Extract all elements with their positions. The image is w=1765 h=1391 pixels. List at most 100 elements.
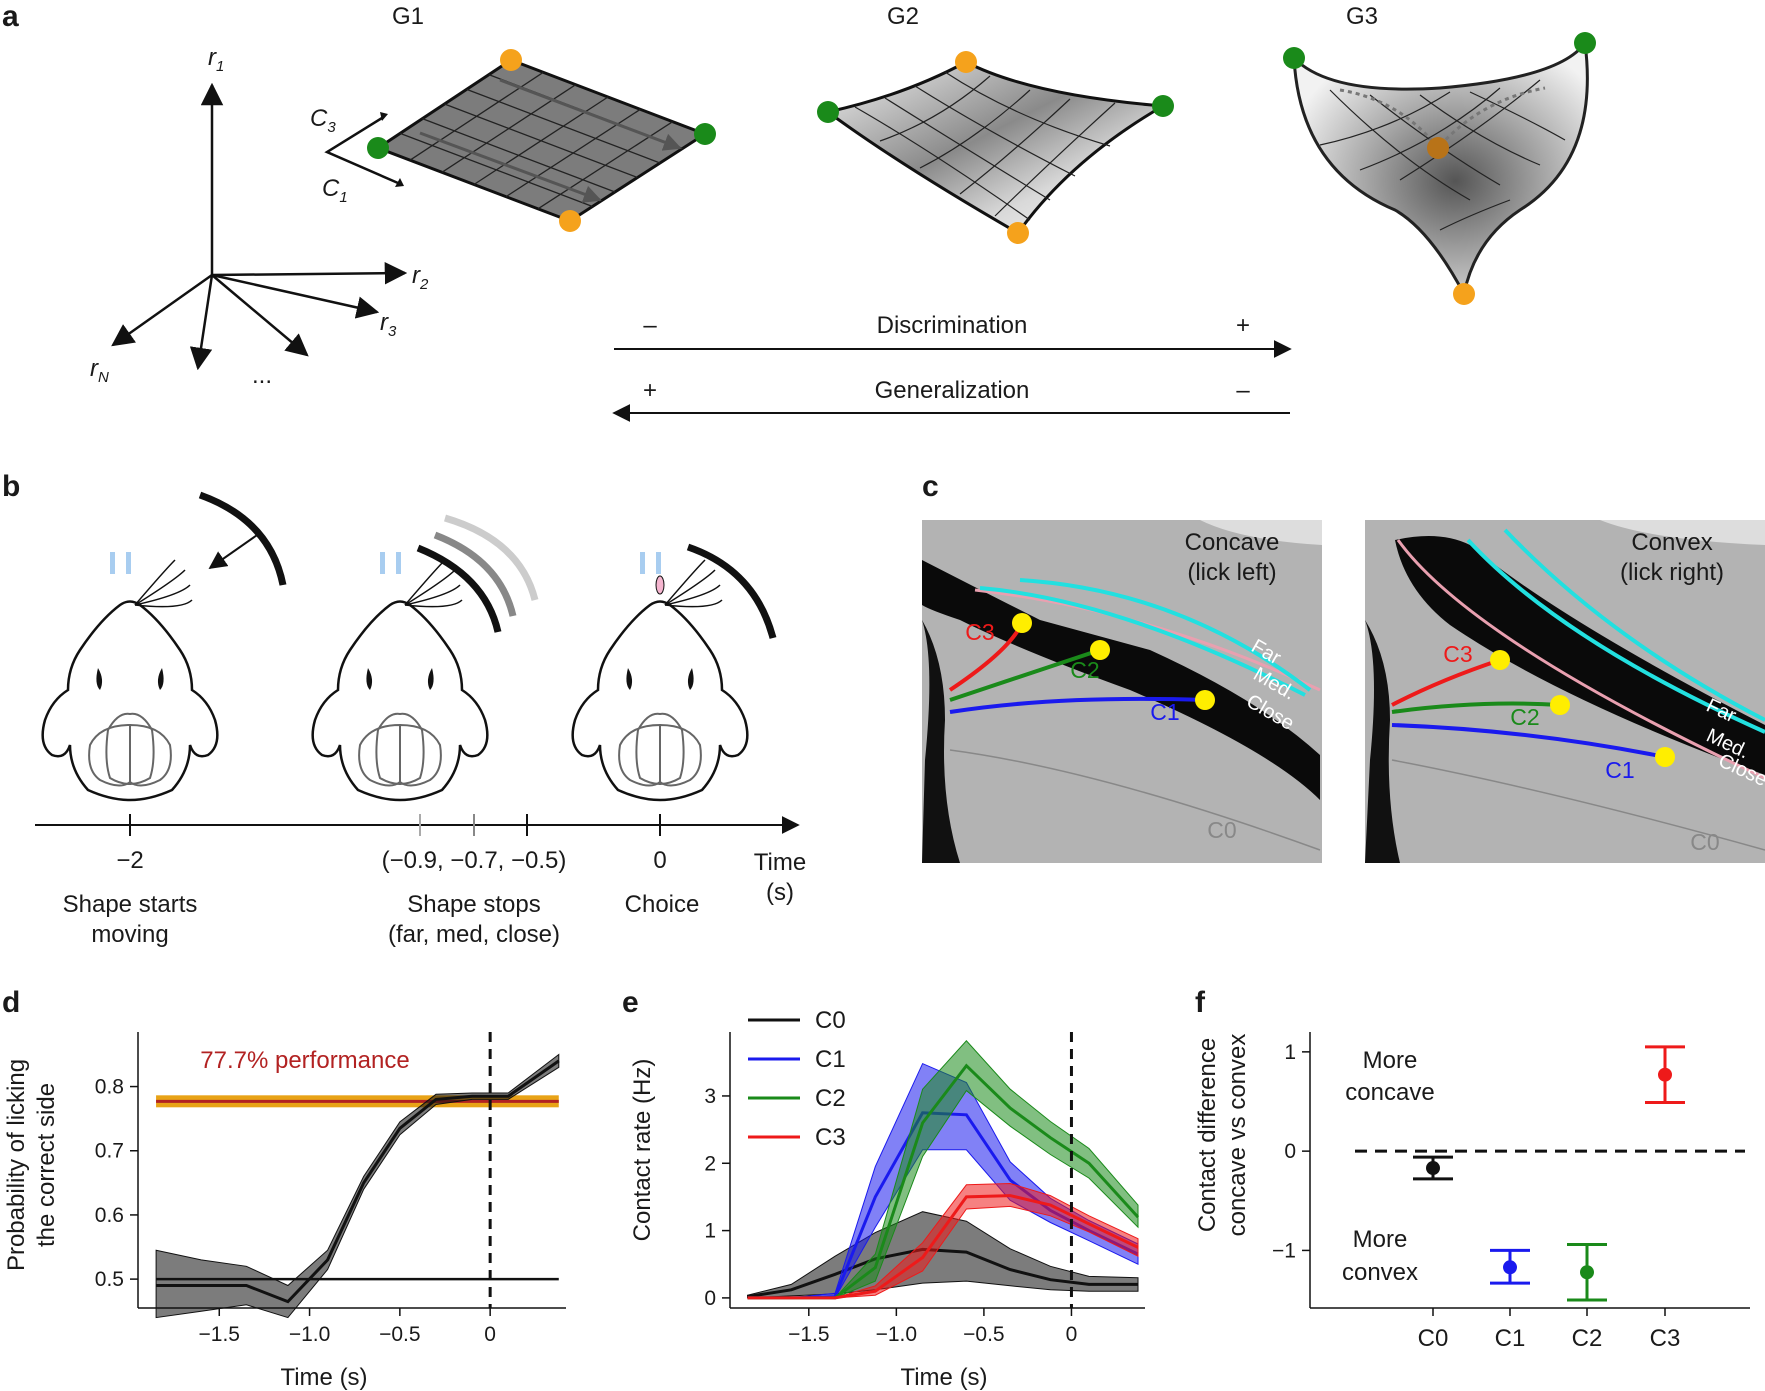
point-C1 <box>1503 1260 1517 1275</box>
concave-c3-contact <box>1012 613 1032 633</box>
chart-f-ytick-label: −1 <box>1272 1239 1296 1262</box>
concave-subtitle: (lick left) <box>1187 559 1276 586</box>
mouse-1 <box>41 552 219 802</box>
task-timeline: −2 (−0.9, −0.7, −0.5) 0 Shape starts mov… <box>35 814 806 948</box>
whisker-photo-convex: Convex (lick right) C3 C2 C1 C0 Far Med.… <box>1365 520 1765 863</box>
g2-node-right <box>1152 95 1174 117</box>
generalization-plus: + <box>643 377 657 404</box>
discrimination-arrow: Discrimination – + <box>614 312 1292 358</box>
convex-c3-contact <box>1490 650 1510 670</box>
chart-e-ytick-label: 0 <box>704 1287 716 1310</box>
chart-d: 77.7% performance Time (s) Probability o… <box>3 1032 566 1391</box>
annotation-more-concave-1: More <box>1363 1047 1418 1074</box>
event-tick-choice: 0 <box>653 847 666 874</box>
axis-ellipsis: ... <box>252 362 272 389</box>
chart-e-xtick-label: −0.5 <box>963 1323 1004 1346</box>
convex-title: Convex <box>1631 529 1712 556</box>
concave-c0-label: C0 <box>1207 817 1236 843</box>
event-label-stop-2: (far, med, close) <box>388 921 560 948</box>
manifold-g2 <box>817 51 1174 244</box>
chart-d-ylabel-1: Probability of licking <box>3 1059 30 1271</box>
panel-label-a: a <box>2 0 19 33</box>
g1-node-bottom <box>559 210 581 232</box>
chart-d-xtick-label: −1.5 <box>199 1323 240 1346</box>
chart-d-xtick-label: −0.5 <box>379 1323 420 1346</box>
chart-f-ylabel-1: Contact difference <box>1194 1038 1221 1232</box>
chart-e-ytick-label: 2 <box>704 1152 716 1175</box>
shape-object-1 <box>198 491 287 586</box>
convex-c0-label: C0 <box>1690 829 1719 855</box>
concave-c3-label: C3 <box>965 619 994 645</box>
chart-f-ytick-label: 0 <box>1284 1140 1296 1163</box>
event-tick-stop: (−0.9, −0.7, −0.5) <box>382 847 567 874</box>
c1-axis-label: C1 <box>322 175 348 206</box>
chart-e-band-C3 <box>747 1182 1139 1299</box>
generalization-minus: – <box>1236 377 1250 404</box>
convex-c1-whisker <box>1391 723 1666 759</box>
convex-c2-whisker <box>1391 701 1561 714</box>
chart-e-xlabel: Time (s) <box>900 1364 987 1391</box>
event-label-choice: Choice <box>625 891 700 918</box>
point-C0 <box>1426 1161 1440 1176</box>
shape-axes: C3 C1 <box>310 105 404 206</box>
convex-close-line <box>1466 538 1765 734</box>
g2-node-bottom <box>1007 222 1029 244</box>
chart-d-ylabel-2: the correct side <box>33 1083 60 1247</box>
chart-d-ytick-label: 0.8 <box>95 1076 124 1099</box>
g1-node-top <box>500 49 522 71</box>
concave-close-line <box>979 586 1306 697</box>
panel-label-e: e <box>622 986 639 1019</box>
axis-r2-label: r2 <box>412 262 429 293</box>
legend-label-C2: C2 <box>815 1085 846 1112</box>
manifold-title-g2: G2 <box>887 3 919 30</box>
discrimination-plus: + <box>1236 312 1250 339</box>
g3-node-left <box>1283 47 1305 69</box>
generalization-label: Generalization <box>875 377 1030 404</box>
discrimination-label: Discrimination <box>877 312 1028 339</box>
legend-label-C0: C0 <box>815 1007 846 1034</box>
shape-object-3 <box>686 543 777 639</box>
annotation-more-convex-2: convex <box>1342 1259 1418 1286</box>
timeline-time-unit: (s) <box>766 879 794 906</box>
timeline-time-label: Time <box>754 849 806 876</box>
mouse-2 <box>311 552 489 802</box>
concave-title: Concave <box>1185 529 1280 556</box>
chart-d-ytick-label: 0.5 <box>95 1268 124 1291</box>
chart-e-ytick-label: 1 <box>704 1220 716 1243</box>
manifold-g1 <box>367 49 716 232</box>
whisker-photo-concave: Concave (lick left) C3 C2 C1 C0 Far Med.… <box>922 520 1322 863</box>
c3-axis-label: C3 <box>310 105 336 136</box>
chart-f: Contact difference concave vs convex Mor… <box>1194 1032 1750 1352</box>
chart-d-ytick-label: 0.7 <box>95 1140 124 1163</box>
chart-e-ytick-label: 3 <box>704 1085 716 1108</box>
chart-d-xtick-label: 0 <box>484 1323 496 1346</box>
event-label-start-1: Shape starts <box>63 891 198 918</box>
chart-e-line-C0 <box>747 1247 1138 1299</box>
chart-e-xtick-label: 0 <box>1066 1323 1078 1346</box>
chart-f-ytick-label: 1 <box>1284 1041 1296 1064</box>
point-C2 <box>1580 1265 1594 1280</box>
concave-c2-contact <box>1090 640 1110 660</box>
convex-c3-whisker <box>1391 658 1501 707</box>
panel-label-d: d <box>2 986 20 1019</box>
convex-c2-contact <box>1550 695 1570 715</box>
chart-f-xtick-label: C0 <box>1418 1325 1449 1352</box>
axis-r3-label: r3 <box>380 309 397 340</box>
chart-e-line-C3 <box>747 1194 1139 1300</box>
chart-d-band-probability <box>155 1053 560 1319</box>
chart-d-xlabel: Time (s) <box>280 1364 367 1391</box>
g3-node-bottom <box>1453 283 1475 305</box>
generalization-arrow: Generalization + – <box>612 377 1290 422</box>
panel-label-c: c <box>922 470 939 503</box>
event-label-start-2: moving <box>91 921 168 948</box>
manifold-title-g3: G3 <box>1346 3 1378 30</box>
g2-node-top <box>955 51 977 73</box>
chart-e-xtick-label: −1.0 <box>876 1323 917 1346</box>
mouse-3 <box>571 552 749 802</box>
panel-label-f: f <box>1195 986 1206 1019</box>
concave-c1-whisker <box>949 696 1206 714</box>
convex-c1-label: C1 <box>1605 757 1634 783</box>
concave-c0-whisker <box>949 749 1321 851</box>
concave-c1-contact <box>1195 690 1215 710</box>
